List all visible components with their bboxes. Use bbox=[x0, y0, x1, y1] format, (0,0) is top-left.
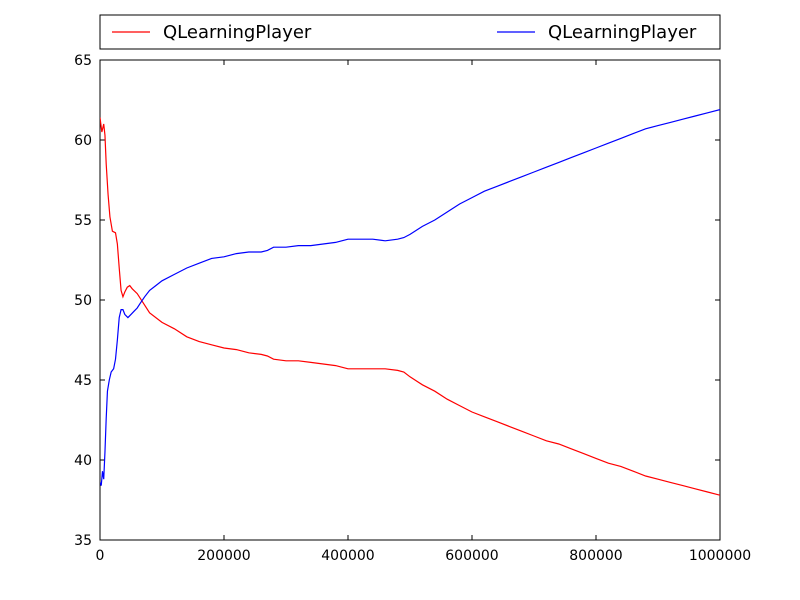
series-line-2 bbox=[100, 109, 720, 486]
x-tick-label: 800000 bbox=[569, 548, 622, 564]
x-tick-label: 200000 bbox=[197, 548, 250, 564]
y-tick-label: 65 bbox=[74, 53, 92, 69]
legend: QLearningPlayer QLearningPlayer bbox=[99, 14, 721, 50]
x-tick-label: 600000 bbox=[445, 548, 498, 564]
x-tick-label: 400000 bbox=[321, 548, 374, 564]
plot-area: 0 200000 400000 600000 800000 1000000 35 40 45 50… bbox=[74, 53, 751, 564]
y-tick-label: 55 bbox=[74, 213, 92, 229]
y-tick-label: 60 bbox=[74, 133, 92, 149]
y-tick-label: 45 bbox=[74, 373, 92, 389]
y-tick-label: 40 bbox=[74, 453, 92, 469]
legend-box bbox=[99, 14, 721, 50]
series-line-1 bbox=[100, 117, 720, 496]
legend-label-2: QLearningPlayer bbox=[548, 22, 697, 43]
y-tick-label: 35 bbox=[74, 533, 92, 549]
axes-frame bbox=[99, 59, 721, 541]
y-tick-label: 50 bbox=[74, 293, 92, 309]
x-tick-label: 1000000 bbox=[689, 548, 751, 564]
legend-label-1: QLearningPlayer bbox=[163, 22, 312, 43]
x-tick-label: 0 bbox=[96, 548, 105, 564]
